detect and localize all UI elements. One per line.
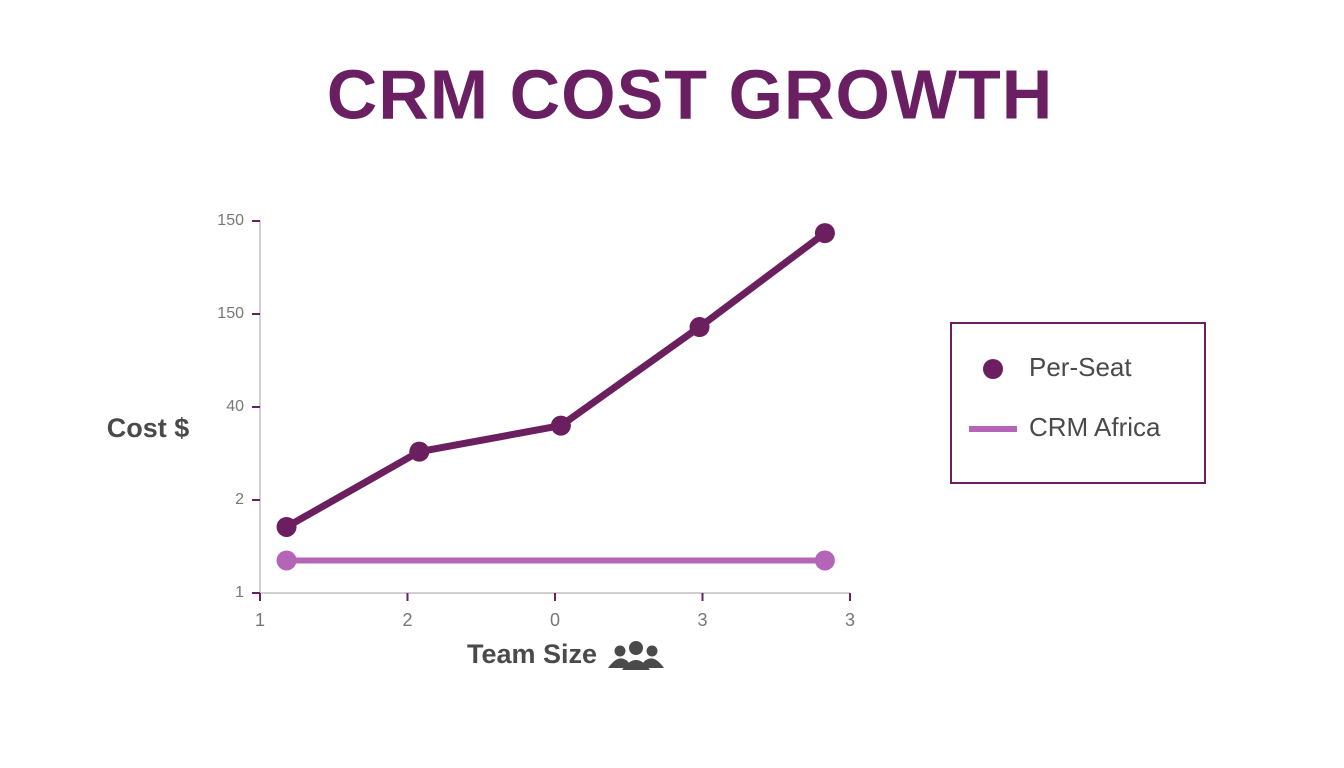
- y-tick-label: 150: [217, 212, 244, 229]
- x-tick-label: 3: [697, 610, 707, 630]
- data-point: [814, 223, 835, 244]
- chart-title: CRM COST GROWTH: [327, 55, 1054, 133]
- y-axis-label: Cost $: [107, 413, 190, 443]
- data-point: [409, 441, 430, 462]
- x-axis-label: Team Size: [467, 639, 597, 669]
- legend-label: Per-Seat: [1029, 352, 1132, 382]
- y-tick-label: 40: [226, 398, 244, 415]
- y-tick-label: 2: [235, 491, 244, 508]
- x-tick-label: 2: [402, 610, 412, 630]
- data-point: [276, 516, 297, 537]
- y-tick-label: 150: [217, 305, 244, 322]
- team-icon: [608, 641, 664, 670]
- x-tick-label: 3: [845, 610, 855, 630]
- y-tick-label: 1: [235, 584, 244, 601]
- data-point: [276, 550, 297, 571]
- data-point: [550, 415, 571, 436]
- legend-marker: [983, 359, 1003, 379]
- legend-box: [950, 322, 1206, 484]
- series-line: [283, 229, 829, 531]
- legend-label: CRM Africa: [1029, 412, 1161, 442]
- data-point: [814, 550, 835, 571]
- x-tick-label: 0: [550, 610, 560, 630]
- data-point: [689, 317, 710, 338]
- x-tick-label: 1: [255, 610, 265, 630]
